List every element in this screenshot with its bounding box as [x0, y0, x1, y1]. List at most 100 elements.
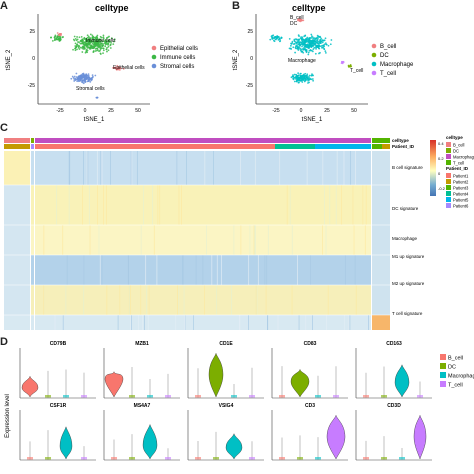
panel-b-cluster-label-macrophage: Macrophage — [288, 58, 316, 64]
violin-gene-label: MS4A7 — [134, 403, 151, 409]
panel-b-cluster-label-bcell: B_cell — [290, 15, 304, 21]
scatter-point — [86, 45, 89, 48]
scatter-point — [274, 35, 277, 38]
scatter-point — [312, 48, 315, 51]
legend-label: Patient2 — [453, 180, 469, 185]
violin-shape — [394, 364, 410, 398]
heatmap-stripe — [180, 185, 182, 225]
scatter-point — [291, 40, 294, 43]
scatter-point — [322, 44, 325, 47]
scatter-point — [271, 36, 274, 39]
heatmap-stripe — [248, 315, 249, 330]
heatmap-stripe — [119, 285, 121, 315]
panel-c-color-scale — [430, 140, 436, 196]
scatter-point — [77, 75, 80, 78]
scatter-point — [273, 39, 275, 42]
scatter-point — [90, 77, 93, 80]
annot-celltype-bcell — [4, 138, 30, 143]
scatter-point — [87, 35, 90, 38]
scatter-point — [120, 67, 123, 70]
scatter-point — [296, 44, 299, 46]
scatter-point — [73, 80, 76, 82]
heatmap-stripe — [368, 315, 369, 330]
heatmap-stripe — [176, 151, 178, 185]
scatter-point — [86, 77, 89, 79]
panel-a-xtick-3: 50 — [135, 108, 141, 114]
scatter-point — [305, 45, 308, 48]
panel-a-legend-dot-immune — [151, 54, 157, 60]
heatmap-stripe — [87, 151, 89, 185]
scatter-point — [54, 35, 57, 38]
scatter-point — [81, 42, 84, 45]
scatter-point — [277, 38, 280, 41]
scatter-point — [58, 33, 61, 35]
heatmap-tcell-high — [372, 315, 390, 330]
scatter-point — [349, 65, 352, 68]
scatter-point — [271, 34, 274, 37]
scatter-point — [300, 36, 303, 38]
panel-c-scale-tick-0: 0.4 — [438, 141, 444, 146]
scatter-point — [59, 37, 62, 40]
legend-swatch — [446, 160, 451, 165]
heatmap-stripe — [289, 185, 291, 225]
scatter-point — [99, 35, 102, 38]
scatter-point — [301, 79, 304, 81]
scatter-point — [97, 49, 99, 51]
scatter-point — [70, 77, 73, 80]
legend-label: DC — [453, 149, 459, 154]
violin-gene-label: CD79B — [50, 341, 67, 347]
heatmap-stripe — [353, 225, 355, 255]
scatter-point — [106, 50, 108, 53]
legend-swatch — [446, 154, 451, 159]
heatmap-stripe — [96, 151, 98, 185]
scatter-point — [83, 46, 86, 49]
heatmap-row-band — [4, 255, 390, 285]
scatter-point — [304, 39, 306, 42]
heatmap-stripe — [97, 185, 98, 225]
heatmap-stripe — [62, 315, 64, 330]
scatter-point — [327, 44, 330, 47]
scatter-point — [85, 38, 87, 41]
heatmap-stripe — [329, 185, 331, 225]
legend-swatch — [446, 191, 451, 196]
violin-gene-label: CSF1R — [50, 403, 67, 409]
scatter-point — [85, 73, 88, 76]
scatter-point — [73, 39, 76, 42]
heatmap-stripe — [305, 315, 307, 330]
scatter-point — [98, 45, 101, 48]
legend-swatch — [446, 203, 451, 208]
heatmap-stripe — [66, 255, 68, 285]
legend-swatch — [446, 142, 451, 147]
violin-base — [381, 457, 387, 460]
scatter-point — [294, 46, 297, 49]
scatter-point — [301, 81, 304, 83]
violin-legend-swatch — [440, 354, 446, 360]
scatter-point — [75, 76, 78, 78]
scatter-point — [295, 38, 298, 41]
panel-c-heatmap: celltype Patient_ID B cell signature DC … — [4, 135, 474, 330]
scatter-point — [323, 47, 325, 50]
heatmap-stripe — [183, 285, 185, 315]
scatter-point — [92, 51, 95, 54]
violin-base — [45, 457, 51, 460]
panel-b-ytick-2: -25 — [246, 83, 253, 89]
scatter-point — [101, 45, 103, 47]
scatter-point — [76, 48, 78, 51]
scatter-point — [301, 41, 304, 44]
scatter-point — [92, 47, 94, 49]
scatter-point — [290, 42, 292, 45]
heatmap-stripe — [148, 285, 150, 315]
scatter-point — [94, 50, 97, 52]
heatmap-stripe — [83, 255, 85, 285]
scatter-point — [77, 46, 80, 49]
heatmap-stripe — [279, 151, 281, 185]
panel-a-ylabel: tSNE_2 — [6, 49, 12, 70]
scatter-point — [85, 40, 88, 43]
scatter-point — [292, 46, 295, 49]
scatter-point — [60, 34, 62, 36]
scatter-point — [90, 44, 93, 47]
heatmap-stripe — [129, 285, 131, 315]
scatter-point — [305, 49, 308, 51]
heatmap-stripe — [231, 285, 232, 315]
scatter-point — [71, 75, 74, 78]
